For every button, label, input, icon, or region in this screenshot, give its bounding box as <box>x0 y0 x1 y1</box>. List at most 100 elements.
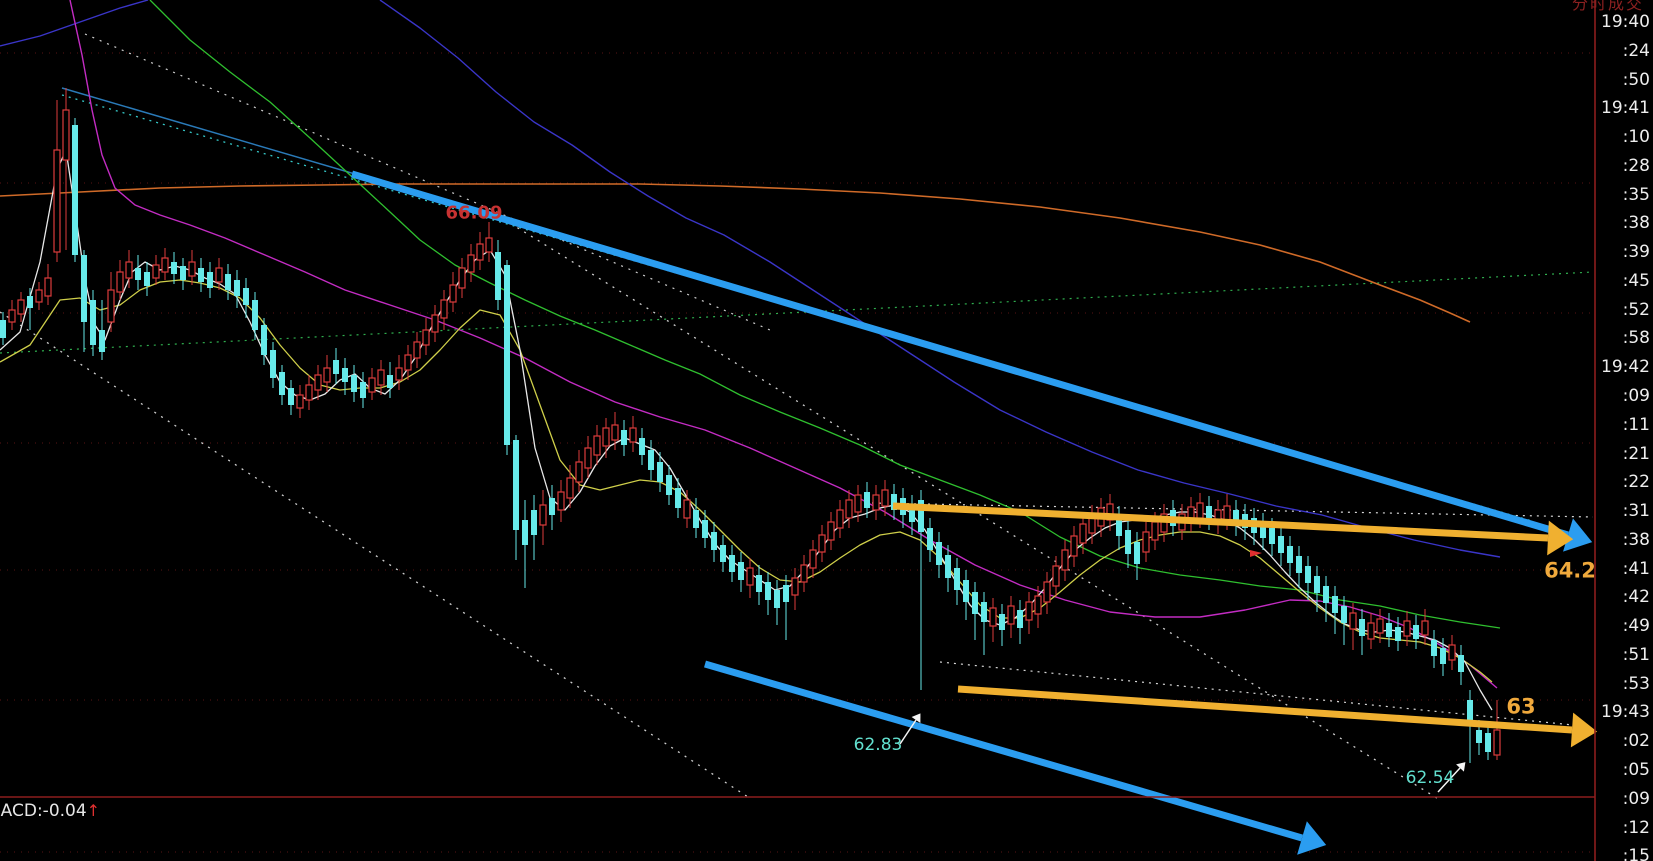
time-label-9: :45 <box>1622 270 1650 291</box>
candle-body <box>1476 730 1482 743</box>
candle-body <box>1367 622 1375 640</box>
time-label-29: :15 <box>1622 846 1650 861</box>
candle-body <box>557 491 565 511</box>
pointer-arrow-low-6254 <box>1437 762 1466 793</box>
candle-body <box>836 509 844 529</box>
time-label-11: :58 <box>1622 328 1650 349</box>
time-label-27: :09 <box>1622 788 1650 809</box>
candle-up <box>152 255 160 285</box>
candle-down <box>72 118 78 262</box>
candle-down <box>495 240 501 310</box>
candle-body <box>891 494 897 510</box>
candle-down <box>207 262 213 298</box>
candle-body <box>783 585 789 602</box>
candle-body <box>918 500 924 532</box>
candle-body <box>872 494 880 511</box>
candle-down <box>918 490 924 690</box>
candle-body <box>243 288 249 305</box>
candle-body <box>1440 648 1446 664</box>
time-label-18: :38 <box>1622 529 1650 550</box>
candle-body <box>116 271 124 293</box>
candle-body <box>936 542 942 565</box>
candle-down <box>531 495 537 560</box>
candle-body <box>1323 586 1329 603</box>
time-label-25: :02 <box>1622 731 1650 752</box>
time-label-3: 19:41 <box>1601 98 1650 119</box>
trendlines-layer <box>0 33 1594 801</box>
candle-body <box>881 489 889 507</box>
candle-up <box>53 100 61 262</box>
candle-body <box>1070 535 1078 557</box>
candle-body <box>422 329 430 346</box>
trend-arrow-blue-upper-head <box>1563 518 1593 552</box>
candle-down <box>927 518 933 562</box>
candle-down <box>279 365 285 405</box>
candle-up <box>314 365 322 400</box>
candle-up <box>611 412 619 450</box>
candle-up <box>1160 504 1168 542</box>
candle-body <box>675 488 681 508</box>
candle-body <box>495 252 501 300</box>
candle-down <box>1134 532 1140 580</box>
candle-down <box>513 435 519 560</box>
candle-body <box>207 272 213 288</box>
candle-body <box>1485 733 1491 752</box>
ma-yellow <box>0 279 1493 683</box>
candle-body <box>440 299 448 319</box>
time-label-21: :49 <box>1622 616 1650 637</box>
candle-body <box>1017 610 1023 628</box>
candle-down <box>1323 576 1329 622</box>
candle-up <box>539 490 547 545</box>
candle-body <box>1043 581 1051 603</box>
candle-body <box>1079 523 1087 544</box>
candle-down <box>261 318 267 365</box>
candle-body <box>1025 601 1033 621</box>
candle-down <box>387 362 393 398</box>
candle-body <box>377 369 385 386</box>
candle-up <box>1052 556 1060 597</box>
candle-body <box>1287 546 1293 563</box>
candle-down <box>288 380 294 415</box>
candle-body <box>1233 510 1239 526</box>
candle-up <box>422 318 430 355</box>
candle-body <box>1341 606 1347 623</box>
candle-down <box>522 500 528 588</box>
time-label-13: :09 <box>1622 386 1650 406</box>
candle-body <box>90 300 96 345</box>
candle-body <box>62 109 70 161</box>
candle-body <box>666 475 672 495</box>
candle-body <box>711 532 717 550</box>
candle-down <box>198 258 204 292</box>
time-axis-column: 19:40:24:50 19:41:10:28:35:38:39:45:52:58… <box>1595 0 1653 861</box>
candle-up <box>827 512 835 550</box>
candle-up <box>818 525 826 562</box>
candle-up <box>800 555 808 592</box>
time-label-6: :35 <box>1622 184 1650 205</box>
candle-body <box>963 580 969 602</box>
candle-down <box>621 420 627 456</box>
candle-body <box>53 149 61 253</box>
time-label-16: :22 <box>1622 472 1650 493</box>
time-label-12: 19:42 <box>1601 357 1650 378</box>
candle-body <box>927 528 933 550</box>
candle-up <box>125 250 133 288</box>
candle-down <box>765 572 771 615</box>
candle-body <box>225 274 231 290</box>
candle-down <box>1485 723 1491 760</box>
candle-up <box>458 258 466 298</box>
candle-body <box>431 314 439 333</box>
trade-marker <box>1250 550 1262 557</box>
candle-up <box>188 250 196 285</box>
candle-down <box>1296 546 1302 588</box>
ma-indigo <box>379 0 1501 558</box>
candle-down <box>639 428 645 465</box>
candle-up <box>809 540 817 578</box>
candle-body <box>342 368 348 382</box>
candle-body <box>0 320 6 338</box>
candle-down <box>90 290 96 356</box>
corner-header-text: 分时成交 <box>1572 0 1645 13</box>
pointer-arrow-low-6283-head <box>911 713 921 723</box>
candle-up <box>8 300 16 330</box>
candle-up <box>1349 603 1357 650</box>
